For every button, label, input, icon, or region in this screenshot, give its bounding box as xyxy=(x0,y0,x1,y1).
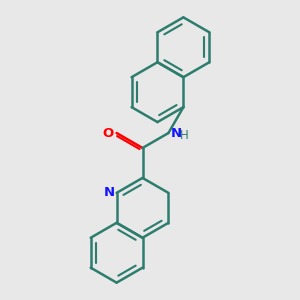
Text: O: O xyxy=(102,127,114,140)
Text: H: H xyxy=(179,128,188,142)
Text: N: N xyxy=(170,127,182,140)
Text: N: N xyxy=(103,186,115,200)
